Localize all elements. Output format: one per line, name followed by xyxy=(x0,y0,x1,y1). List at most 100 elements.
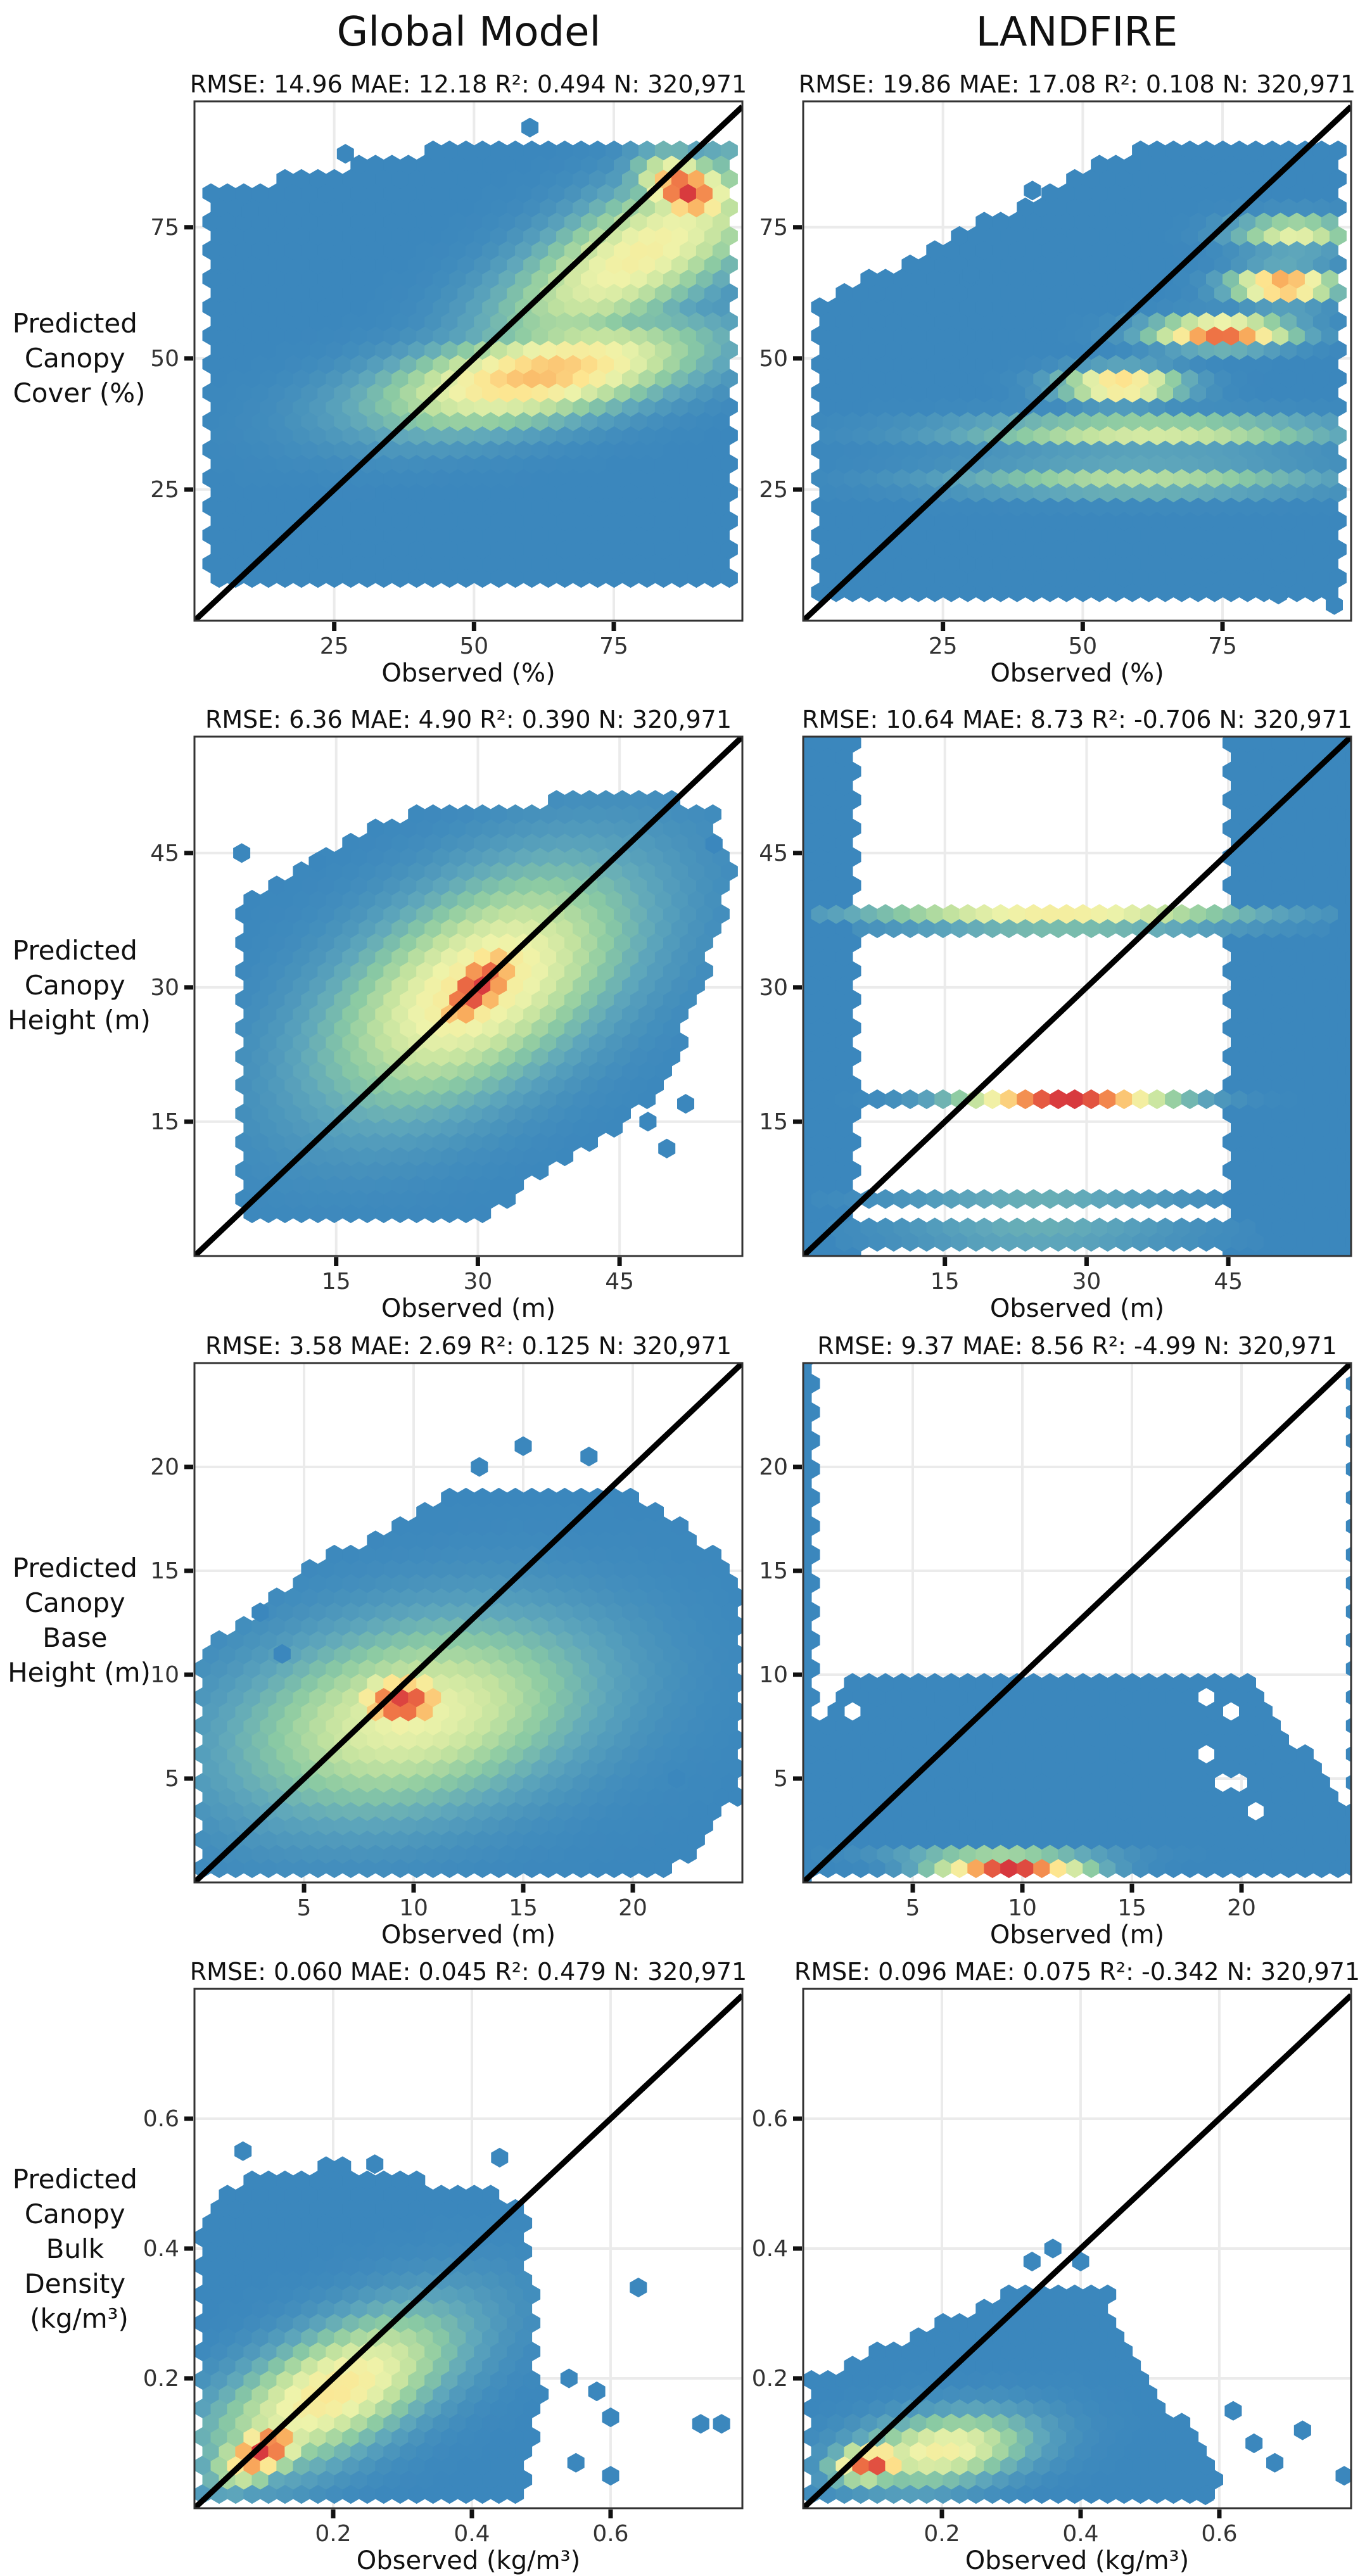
hex-bin xyxy=(663,383,680,403)
hex-bin xyxy=(860,1730,878,1750)
hex-bin xyxy=(424,482,442,503)
hex-bin xyxy=(359,1060,376,1081)
hex-bin xyxy=(1263,511,1281,531)
hex-bin xyxy=(416,1046,434,1067)
hex-bin xyxy=(1083,254,1100,275)
hex-bin xyxy=(1058,554,1076,574)
hex-bin xyxy=(877,326,894,346)
hex-bin xyxy=(474,1146,492,1167)
hex-bin xyxy=(210,539,228,560)
hex-bin xyxy=(1288,989,1305,1010)
hex-bin xyxy=(219,2441,236,2461)
hex-bin xyxy=(1288,411,1305,431)
hex-bin xyxy=(482,183,500,203)
hex-bin xyxy=(1017,368,1034,389)
hex-bin xyxy=(934,511,952,531)
hex-bin xyxy=(342,1032,360,1053)
hex-bin xyxy=(1214,140,1231,161)
hex-bin xyxy=(375,1772,393,1793)
hex-bin xyxy=(490,225,508,246)
y-tick-label: 75 xyxy=(150,215,179,241)
hex-bin xyxy=(408,2370,426,2390)
hex-bin xyxy=(326,2341,343,2362)
hex-bin xyxy=(1321,961,1338,981)
hex-bin xyxy=(482,875,500,896)
hex-bin xyxy=(1247,975,1264,996)
hex-bin xyxy=(1255,468,1273,488)
hex-bin xyxy=(1165,311,1183,332)
y-tick-label: 20 xyxy=(759,1454,788,1480)
hex-bin xyxy=(433,1075,450,1095)
hex-bin xyxy=(284,411,302,431)
hex-bin xyxy=(507,368,524,389)
hex-bin xyxy=(1223,411,1240,431)
hex-bin xyxy=(383,1701,401,1722)
hex-bin xyxy=(1099,339,1117,360)
hex-bin xyxy=(622,425,639,446)
hex-bin xyxy=(1157,1730,1174,1750)
hex-bin xyxy=(391,311,409,332)
hex-bin xyxy=(827,790,845,810)
hex-bin xyxy=(1066,918,1084,939)
hex-bin xyxy=(1173,1217,1191,1238)
hex-bin xyxy=(391,946,409,967)
hex-bin xyxy=(564,989,582,1010)
hex-bin xyxy=(573,1060,590,1081)
hex-bin xyxy=(1280,140,1297,161)
hex-bin xyxy=(630,904,647,924)
hex-bin xyxy=(630,1815,647,1836)
hex-bin xyxy=(293,225,310,246)
hex-bin xyxy=(696,212,713,232)
hex-bin xyxy=(663,497,680,517)
hex-bin xyxy=(803,1516,820,1537)
hex-bin xyxy=(556,1573,574,1594)
hex-bin xyxy=(860,468,878,488)
hex-bin xyxy=(852,1715,870,1736)
hex-bin xyxy=(934,339,952,360)
hex-bin xyxy=(564,440,582,460)
hex-bin xyxy=(548,875,566,896)
ylabel-line: Canopy xyxy=(25,1587,125,1618)
hex-bin xyxy=(1058,297,1076,317)
hex-bin xyxy=(951,397,969,417)
hex-bin xyxy=(663,297,680,317)
hex-bin xyxy=(540,454,557,474)
hex-bin xyxy=(671,1744,689,1765)
hex-bin xyxy=(334,212,352,232)
hex-bin xyxy=(803,1018,812,1038)
hex-bin xyxy=(1312,1089,1330,1110)
hex-bin xyxy=(803,1189,812,1209)
hex-bin xyxy=(260,225,277,246)
hex-bin xyxy=(1008,297,1026,317)
hex-bin xyxy=(457,1658,475,1679)
hex-bin xyxy=(1354,1075,1371,1094)
hex-bin xyxy=(499,468,516,488)
hex-bin xyxy=(597,904,614,924)
hex-bin xyxy=(235,1730,253,1750)
hex-bin xyxy=(1058,582,1076,602)
hex-bin xyxy=(1345,1803,1351,1820)
hex-bin xyxy=(1247,368,1264,389)
hex-bin xyxy=(1033,339,1051,360)
hex-bin xyxy=(424,1089,442,1110)
hex-bin xyxy=(531,497,549,517)
hex-bin xyxy=(202,326,220,346)
hex-bin xyxy=(1271,297,1289,317)
hex-bin xyxy=(573,454,590,474)
hex-bin xyxy=(490,2427,508,2447)
hex-bin xyxy=(260,1829,277,1850)
hex-bin xyxy=(1345,1546,1351,1563)
hex-bin xyxy=(614,1758,631,1779)
hex-bin xyxy=(301,1103,319,1124)
ylabel-line: Predicted xyxy=(13,308,137,339)
hex-bin xyxy=(1296,1801,1314,1822)
hex-bin xyxy=(408,454,426,474)
hex-bin xyxy=(671,1516,689,1537)
hex-bin xyxy=(1190,212,1207,232)
hex-bin xyxy=(433,847,450,867)
hex-bin xyxy=(844,1217,861,1238)
hex-bin xyxy=(1239,525,1256,545)
hex-bin xyxy=(573,832,590,853)
hex-bin xyxy=(301,2413,319,2433)
hex-bin xyxy=(474,2341,492,2362)
